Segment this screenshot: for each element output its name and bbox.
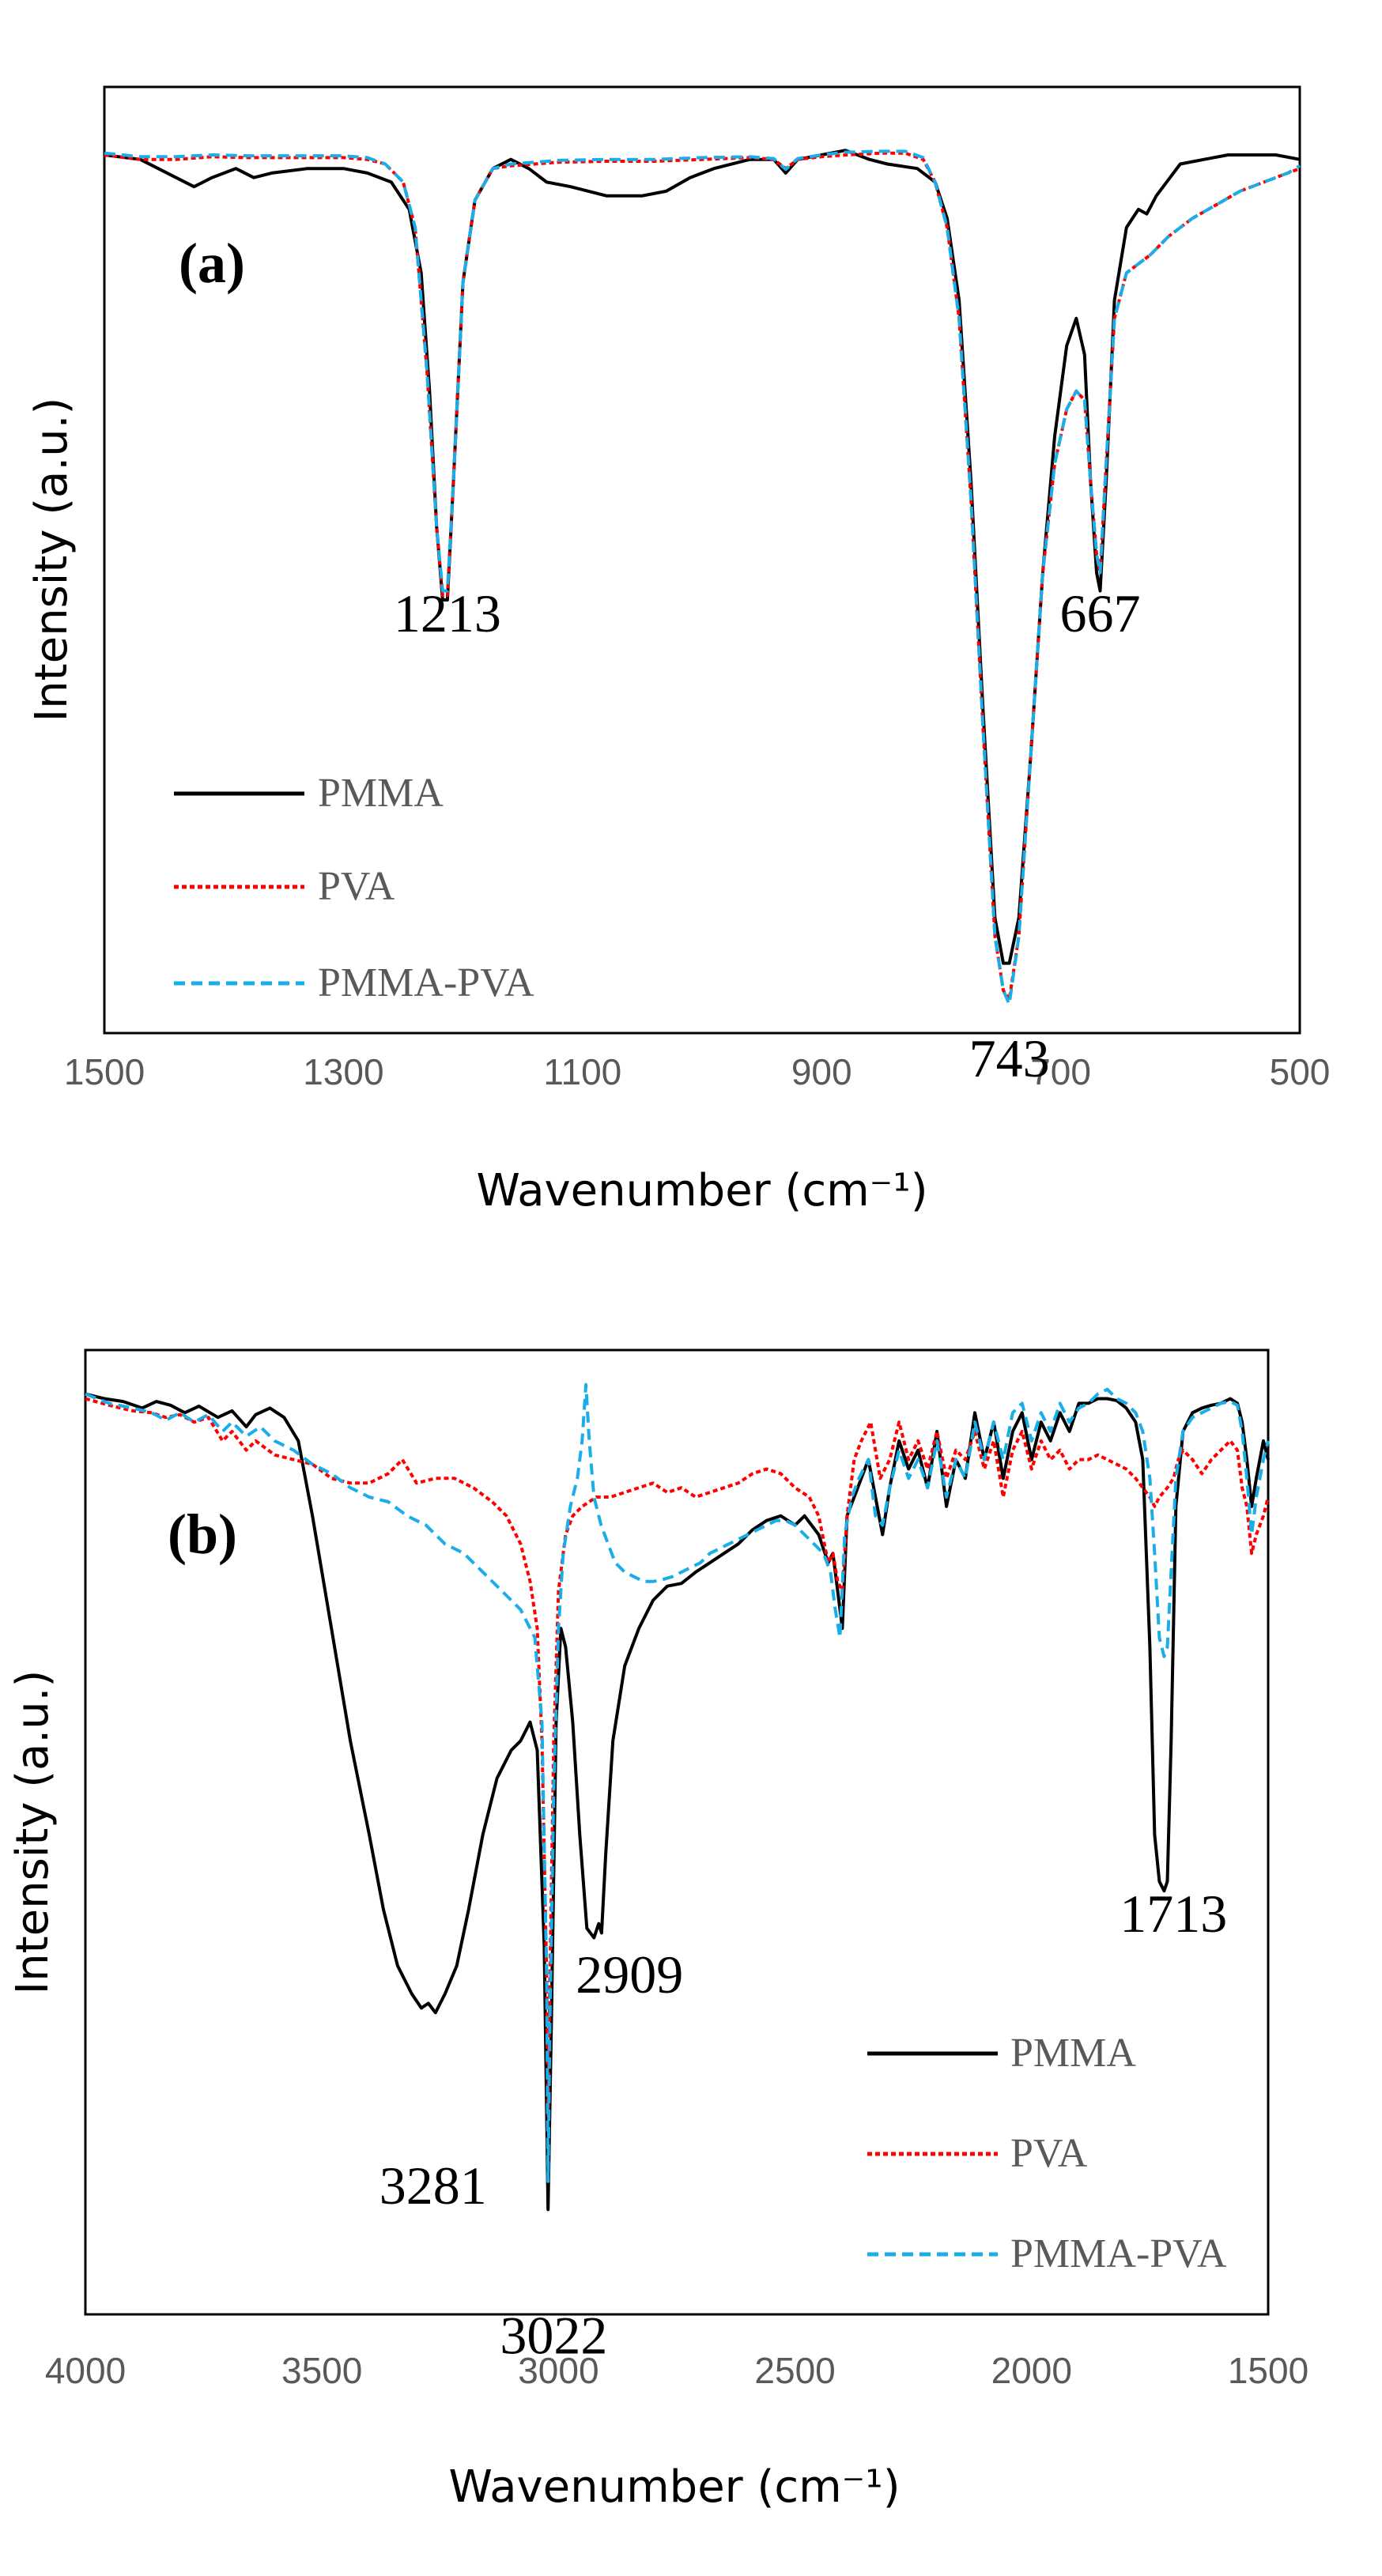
panel-b-legend: PMMA PVA PMMA-PVA: [867, 2031, 1227, 2276]
x-tick-label-a-700: 700: [1030, 1051, 1091, 1092]
panel-a-frame: [103, 85, 1301, 1035]
x-tick-label-b-3000: 3000: [518, 2350, 598, 2391]
peak-label-b-3022: 3022: [500, 2306, 607, 2366]
peak-label-a-667: 667: [1060, 583, 1141, 643]
legend-b-pva-label: PVA: [1010, 2131, 1088, 2176]
x-tick-label-b-1500: 1500: [1228, 2350, 1308, 2391]
panel-a-x-ticks: 1500 1300 1100 900 700 500: [64, 1051, 1331, 1092]
panel-b-series: [85, 1382, 1270, 2212]
series-line-a-pmma-pva: [104, 149, 1301, 1006]
peak-label-b-1713: 1713: [1120, 1884, 1227, 1944]
panel-a-label: (a): [179, 232, 245, 295]
panel-b-frame: [84, 1348, 1270, 2316]
panel-b-y-axis-title: Intensity (a.u.): [7, 1670, 59, 1995]
x-tick-label-b-2500: 2500: [754, 2350, 835, 2391]
peak-label-b-3281: 3281: [379, 2155, 487, 2216]
legend-b-pmma-label: PMMA: [1010, 2031, 1136, 2076]
series-line-b-pva: [85, 1397, 1270, 2118]
panel-a-annotations: 1213 743 667: [394, 583, 1141, 1088]
panel-b-annotations: 3281 3022 2909 1713: [379, 1884, 1228, 2366]
x-tick-label-a-500: 500: [1270, 1051, 1331, 1092]
x-tick-label-b-4000: 4000: [45, 2350, 126, 2391]
peak-label-a-1213: 1213: [394, 583, 501, 643]
panel-a: 1500 1300 1100 900 700 500 (a) Wavenumber (cm…: [26, 85, 1331, 1216]
legend-a-pmma-label: PMMA: [318, 771, 444, 816]
panel-b-x-ticks: 4000 3500 3000 2500 2000 1500: [45, 2350, 1308, 2391]
panel-a-series: [104, 149, 1301, 1006]
panel-b-x-axis-title: Wavenumber (cm⁻¹): [448, 2461, 900, 2513]
panel-b: 4000 3500 3000 2500 2000 1500 (b) Wavenumber …: [7, 1348, 1308, 2513]
panel-a-x-axis-title: Wavenumber (cm⁻¹): [476, 1165, 927, 1216]
series-line-b-pmma-pva: [85, 1382, 1270, 2183]
legend-a-pva-label: PVA: [318, 864, 395, 909]
legend-a-pmma-pva-label: PMMA-PVA: [318, 960, 534, 1005]
x-tick-label-a-900: 900: [791, 1051, 852, 1092]
peak-label-a-743: 743: [969, 1028, 1050, 1088]
panel-a-legend: PMMA PVA PMMA-PVA: [174, 771, 534, 1005]
x-tick-label-a-1100: 1100: [543, 1051, 621, 1092]
peak-label-b-2909: 2909: [576, 1944, 683, 2005]
x-tick-label-b-2000: 2000: [991, 2350, 1072, 2391]
legend-b-pmma-pva-label: PMMA-PVA: [1010, 2231, 1227, 2276]
x-tick-label-a-1500: 1500: [64, 1051, 145, 1092]
panel-a-y-axis-title: Intensity (a.u.): [26, 398, 77, 722]
panel-b-label: (b): [168, 1503, 237, 1566]
x-tick-label-b-3500: 3500: [281, 2350, 362, 2391]
x-tick-label-a-1300: 1300: [303, 1051, 383, 1092]
